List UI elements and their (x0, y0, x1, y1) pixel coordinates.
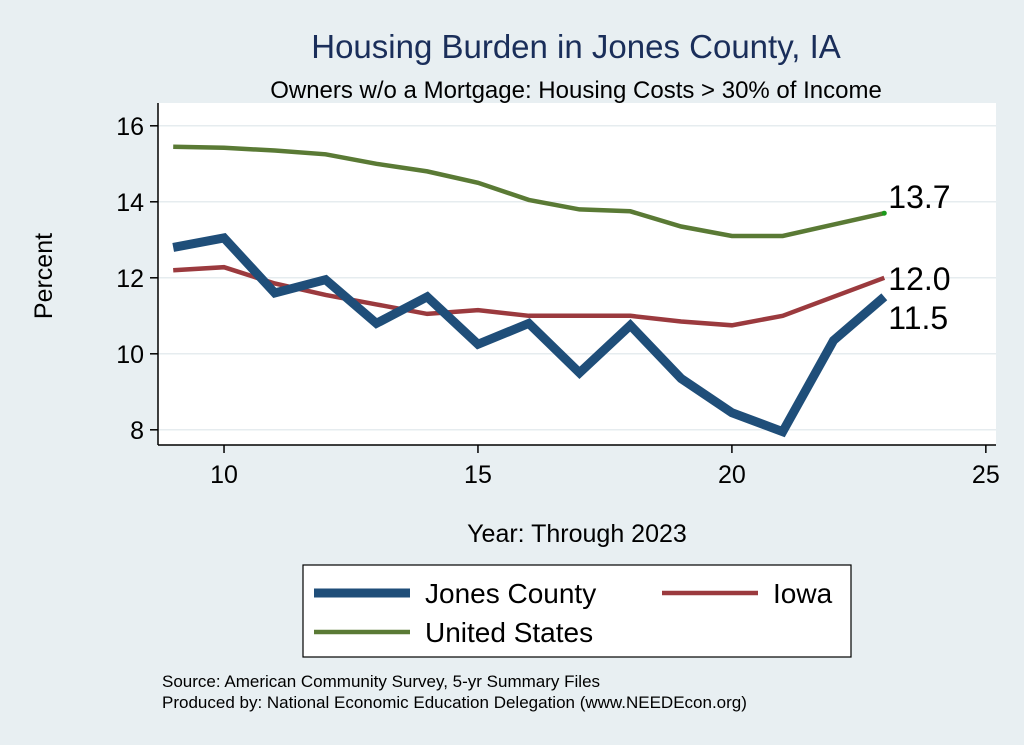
y-tick-label-8: 8 (130, 417, 144, 445)
x-ticks: 10 15 20 25 (210, 445, 1000, 489)
legend: Jones County Iowa United States (314, 578, 833, 648)
legend-box (302, 564, 852, 658)
legend-label-jones-county: Jones County (425, 578, 596, 609)
source-line-1: Source: American Community Survey, 5-yr … (162, 672, 600, 691)
y-ticks: 8 10 12 14 16 (116, 113, 158, 445)
series-line-jones-county (172, 233, 888, 438)
x-tick-label-20: 20 (718, 461, 746, 489)
y-tick-label-14: 14 (116, 189, 144, 217)
series-line-united-states (173, 144, 885, 239)
end-label-iowa: 12.0 (888, 261, 950, 297)
chart-subtitle: Owners w/o a Mortgage: Housing Costs > 3… (270, 77, 882, 104)
source-line-2: Produced by: National Economic Education… (162, 693, 747, 712)
y-tick-label-10: 10 (116, 341, 144, 369)
x-tick-label-10: 10 (210, 461, 238, 489)
x-tick-label-25: 25 (972, 461, 1000, 489)
chart-title: Housing Burden in Jones County, IA (311, 28, 841, 65)
y-tick-label-16: 16 (116, 113, 144, 141)
x-axis-title: Year: Through 2023 (467, 520, 687, 548)
end-label-jones-county: 11.5 (888, 300, 948, 336)
legend-label-united-states: United States (425, 617, 593, 648)
series-lines (172, 144, 888, 438)
y-axis-title: Percent (30, 233, 58, 319)
y-tick-label-12: 12 (116, 265, 144, 293)
end-labels: 11.512.0 13.7 (888, 179, 950, 336)
end-label-united-states: 13.7 (888, 179, 950, 215)
series-end-marker-united-states (881, 210, 887, 216)
plot-area (158, 103, 996, 445)
legend-label-iowa: Iowa (773, 578, 833, 609)
gridlines (158, 125, 996, 431)
x-tick-label-15: 15 (464, 461, 492, 489)
